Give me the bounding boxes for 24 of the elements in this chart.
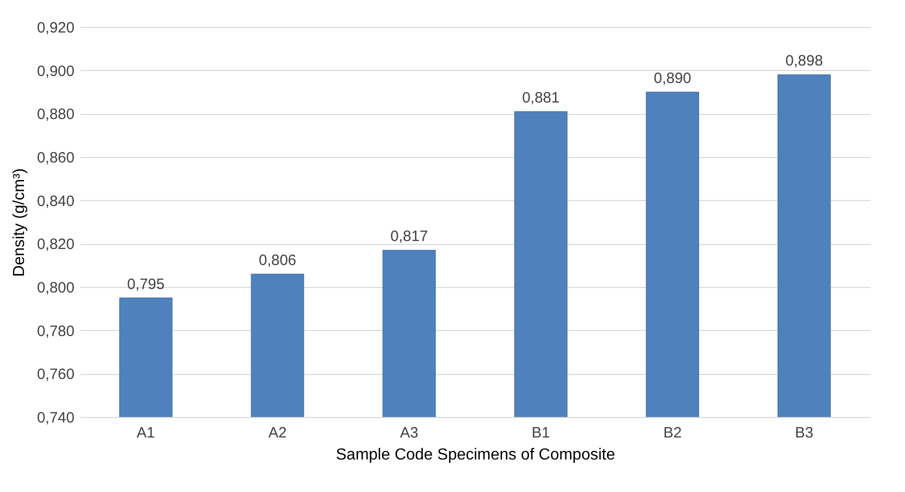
x-axis-title: Sample Code Specimens of Composite [336,446,616,464]
y-tick-label: 0,900 [36,62,74,80]
data-label: 0,817 [390,228,428,246]
data-label: 0,881 [522,90,560,106]
y-tick-label: 0,800 [36,280,74,296]
y-tick-label: 0,880 [36,106,74,124]
x-tick-label: B3 [794,424,814,442]
x-tick-label: B2 [663,424,682,442]
y-axis-title: Density (g/cm³) [10,168,28,277]
y-tick-label: 0,860 [36,150,74,166]
data-label: 0,806 [258,252,296,269]
y-tick-label: 0,820 [36,236,74,254]
y-tick-label: 0,840 [36,192,74,210]
data-label: 0,898 [785,52,823,70]
x-tick-label: A3 [400,424,418,442]
y-tick-label: 0,920 [36,20,74,36]
data-label: 0,890 [654,70,692,87]
data-label: 0,795 [127,276,165,293]
y-tick-label: 0,760 [36,366,74,384]
y-tick-label: 0,780 [36,322,74,340]
x-tick-label: A2 [268,424,287,442]
x-tick-label: B1 [532,424,550,442]
y-tick-label: 0,740 [36,410,74,426]
x-tick-label: A1 [136,424,156,442]
